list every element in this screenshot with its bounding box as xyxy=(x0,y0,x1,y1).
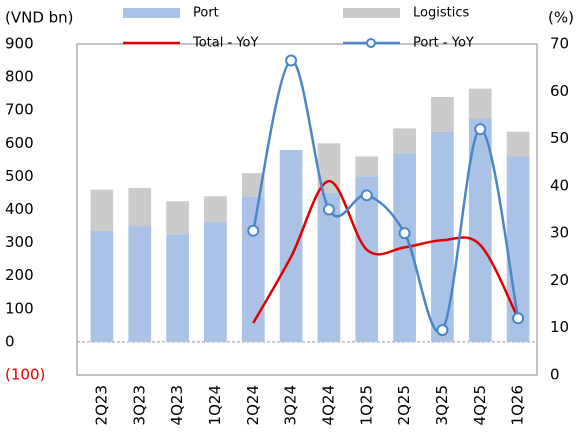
line-marker xyxy=(247,224,260,237)
y2-tick-label: 0 xyxy=(550,366,560,384)
y-tick-label: 500 xyxy=(5,167,34,185)
bar xyxy=(204,196,227,223)
legend-label: Total - YoY xyxy=(192,36,258,51)
y2-tick-label: 30 xyxy=(550,224,569,242)
legend-label: Logistics xyxy=(413,6,469,21)
bar xyxy=(506,131,530,157)
bar xyxy=(317,192,341,342)
bar xyxy=(241,173,265,197)
bar xyxy=(90,231,114,342)
y2-tick-label: 20 xyxy=(550,271,569,289)
bar xyxy=(468,118,492,342)
bar xyxy=(166,234,189,342)
x-tick-label: 1Q24 xyxy=(206,385,224,425)
legend-marker xyxy=(366,38,376,48)
legend-swatch xyxy=(123,8,180,18)
y-tick-label: 600 xyxy=(5,134,34,152)
bar xyxy=(468,88,492,119)
line-marker xyxy=(285,54,298,67)
bar xyxy=(128,226,152,342)
x-tick-label: 2Q25 xyxy=(395,385,413,425)
legend-swatch xyxy=(343,8,400,18)
bar xyxy=(279,149,303,342)
line xyxy=(252,179,520,324)
bar xyxy=(506,156,530,342)
line-marker xyxy=(436,324,449,337)
bar xyxy=(355,176,379,342)
x-tick-label: 2Q24 xyxy=(244,385,262,425)
x-tick-label: 4Q25 xyxy=(471,385,489,425)
bar xyxy=(393,128,416,154)
plot-frame xyxy=(76,43,538,376)
line-marker xyxy=(512,312,525,325)
legend-label: Port - YoY xyxy=(413,36,474,51)
line-marker xyxy=(360,189,373,202)
x-tick-label: 4Q23 xyxy=(168,385,186,425)
y2-axis-label: (%) xyxy=(548,9,574,27)
x-tick-label: 1Q25 xyxy=(357,385,375,425)
line-marker xyxy=(398,227,411,240)
y2-tick-label: 40 xyxy=(550,176,569,194)
y-tick-label: 0 xyxy=(5,332,15,350)
bar xyxy=(431,96,454,132)
x-tick-label: 3Q23 xyxy=(130,385,148,425)
x-tick-label: 3Q25 xyxy=(433,385,451,425)
y-tick-label: (100) xyxy=(5,366,45,384)
y-tick-label: 700 xyxy=(5,101,34,119)
y-axis-label: (VND bn) xyxy=(5,9,74,27)
y2-tick-label: 60 xyxy=(550,82,569,100)
x-tick-label: 1Q26 xyxy=(509,385,527,425)
y2-tick-label: 50 xyxy=(550,129,569,147)
y-tick-label: 900 xyxy=(5,35,34,53)
y-tick-label: 200 xyxy=(5,266,34,284)
x-tick-label: 3Q24 xyxy=(282,385,300,425)
bar xyxy=(241,196,265,342)
line-marker xyxy=(474,123,487,136)
bar xyxy=(90,189,114,232)
y-tick-label: 400 xyxy=(5,200,34,218)
bar xyxy=(128,187,152,227)
y-tick-label: 100 xyxy=(5,299,34,317)
y-tick-label: 300 xyxy=(5,233,34,251)
y-tick-label: 800 xyxy=(5,68,34,86)
bar xyxy=(204,222,227,342)
y2-tick-label: 70 xyxy=(550,35,569,53)
x-tick-label: 4Q24 xyxy=(319,385,337,425)
bar xyxy=(431,131,454,342)
bar xyxy=(355,156,379,177)
line-marker xyxy=(322,203,335,216)
x-tick-label: 2Q23 xyxy=(92,385,110,425)
y2-tick-label: 10 xyxy=(550,318,569,336)
bar xyxy=(317,143,341,193)
legend-label: Port xyxy=(193,6,219,21)
bar xyxy=(166,201,189,235)
